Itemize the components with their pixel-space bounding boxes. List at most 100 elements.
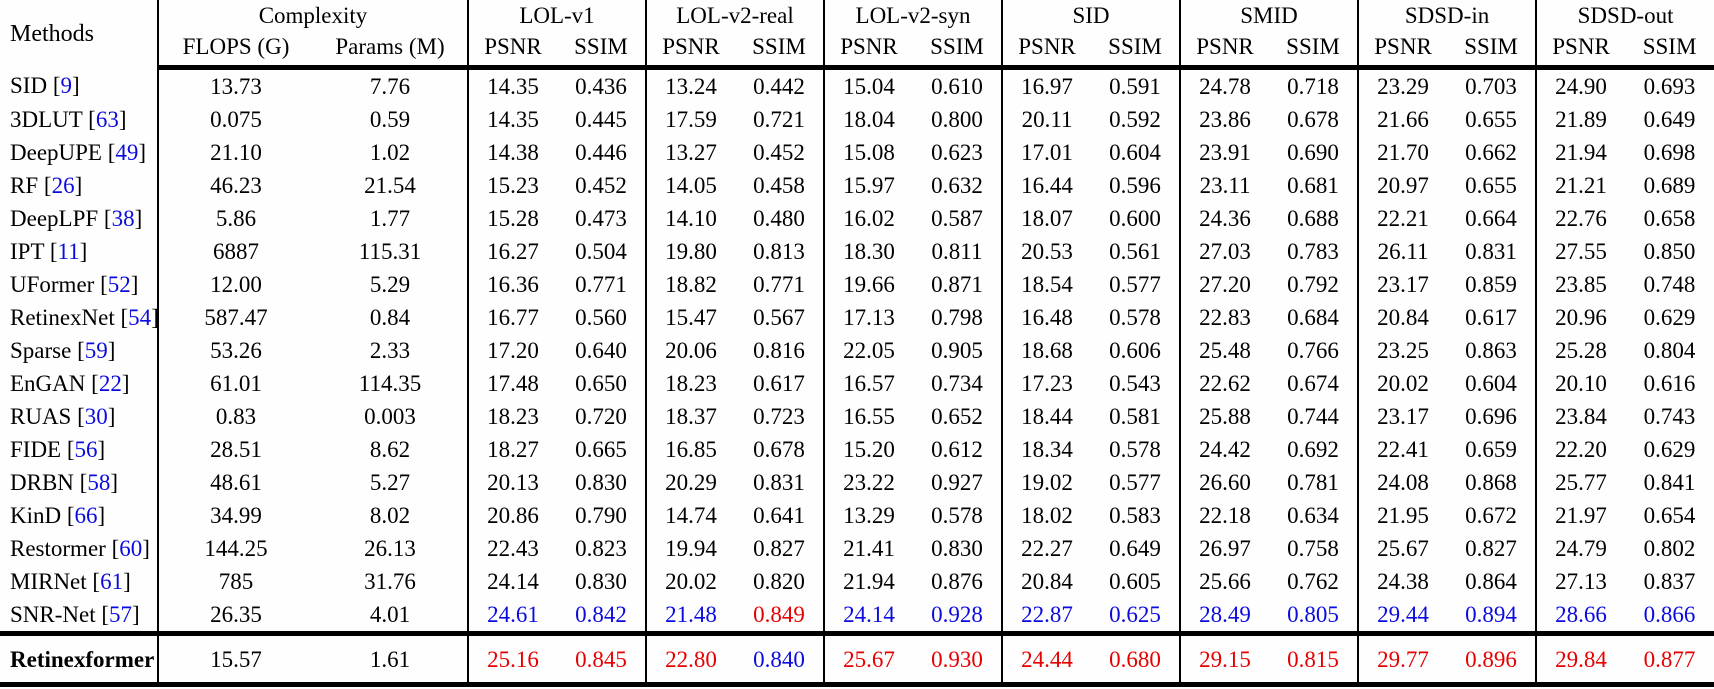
citation-bracket: [	[38, 173, 52, 198]
psnr-cell: 14.10	[645, 202, 735, 235]
citation-link[interactable]: 57	[109, 602, 133, 627]
psnr-cell: 18.02	[1001, 499, 1092, 532]
ssim-cell: 0.625	[1109, 602, 1161, 627]
col-header-psnr: PSNR	[823, 31, 913, 70]
method-name: RF	[10, 173, 39, 198]
table-row: DRBN [58] 48.61 5.27 20.13 0.830 20.29 0.831 23…	[0, 466, 1714, 499]
citation-link[interactable]: 52	[107, 272, 131, 297]
psnr-cell: 16.44	[1001, 169, 1092, 202]
citation-bracket: ]	[71, 72, 80, 98]
citation-link[interactable]: 30	[84, 404, 108, 429]
flops-cell: 6887	[157, 235, 313, 268]
flops-cell: 46.23	[157, 169, 313, 202]
method-cell: RUAS [30]	[0, 400, 158, 433]
psnr-cell: 27.13	[1535, 565, 1626, 598]
ssim-cell: 0.650	[575, 371, 627, 396]
ssim-cell: 0.665	[575, 437, 627, 462]
citation-bracket: ]	[74, 173, 83, 198]
psnr-cell: 20.97	[1357, 169, 1448, 202]
citation-bracket: ]	[118, 107, 127, 132]
citation-link[interactable]: 11	[57, 239, 80, 264]
ssim-cell: 0.612	[931, 437, 983, 462]
psnr-cell: 22.83	[1179, 301, 1270, 334]
citation-link[interactable]: 26	[51, 173, 75, 198]
psnr-cell: 24.79	[1535, 532, 1626, 565]
citation-bracket: [	[94, 272, 108, 297]
col-header-psnr: PSNR	[1535, 31, 1626, 70]
flops-cell: 12.00	[157, 268, 313, 301]
citation-link[interactable]: 9	[60, 72, 72, 98]
method-cell: DRBN [58]	[0, 466, 158, 499]
citation-link[interactable]: 38	[111, 206, 135, 231]
ssim-cell: 0.766	[1287, 338, 1339, 363]
ssim-cell: 0.802	[1643, 536, 1696, 561]
method-cell: IPT [11]	[0, 235, 158, 268]
method-name: Sparse	[10, 338, 72, 363]
ssim-cell: 0.698	[1643, 140, 1696, 165]
psnr-cell: 28.66	[1535, 598, 1626, 634]
citation-link[interactable]: 66	[74, 503, 98, 528]
ssim-cell: 0.629	[1643, 437, 1696, 462]
citation-link[interactable]: 49	[115, 140, 139, 165]
psnr-cell: 16.48	[1001, 301, 1092, 334]
psnr-cell: 20.84	[1357, 301, 1448, 334]
psnr-cell: 19.94	[645, 532, 735, 565]
psnr-cell: 15.20	[823, 433, 913, 466]
ssim-cell: 0.841	[1643, 470, 1696, 495]
psnr-cell: 19.02	[1001, 466, 1092, 499]
citation-link[interactable]: 58	[87, 470, 111, 495]
ssim-cell: 0.480	[753, 206, 805, 231]
ssim-cell: 0.578	[931, 503, 983, 528]
psnr-cell: 24.44	[1001, 631, 1092, 687]
psnr-cell: 22.27	[1001, 532, 1092, 565]
ssim-cell: 0.674	[1287, 371, 1339, 396]
citation-bracket: ]	[110, 470, 118, 495]
citation-link[interactable]: 60	[119, 536, 143, 561]
psnr-cell: 18.07	[1001, 202, 1092, 235]
ssim-cell: 0.578	[1109, 305, 1161, 330]
psnr-cell: 15.23	[467, 169, 557, 202]
flops-cell: 48.61	[157, 466, 313, 499]
citation-link[interactable]: 56	[74, 437, 98, 462]
psnr-cell: 23.11	[1179, 169, 1270, 202]
citation-bracket: [	[61, 437, 75, 462]
psnr-cell: 14.05	[645, 169, 735, 202]
citation-bracket: ]	[97, 503, 106, 528]
psnr-cell: 24.14	[467, 565, 557, 598]
psnr-cell: 15.47	[645, 301, 735, 334]
ssim-cell: 0.617	[753, 371, 805, 396]
psnr-cell: 14.35	[467, 67, 557, 103]
ssim-cell: 0.830	[931, 536, 983, 561]
params-cell: 1.02	[369, 140, 411, 165]
psnr-cell: 20.10	[1535, 367, 1626, 400]
method-name: UFormer	[10, 272, 95, 297]
ssim-cell: 0.688	[1287, 206, 1339, 231]
method-cell: DeepUPE [49]	[0, 136, 158, 169]
psnr-cell: 25.28	[1535, 334, 1626, 367]
flops-cell: 587.47	[157, 301, 313, 334]
citation-link[interactable]: 61	[100, 569, 124, 594]
citation-link[interactable]: 63	[95, 107, 119, 132]
psnr-cell: 17.48	[467, 367, 557, 400]
ssim-cell: 0.758	[1287, 536, 1339, 561]
flops-cell: 53.26	[157, 334, 313, 367]
table-row: FIDE [56] 28.51 8.62 18.27 0.665 16.85 0.678 15…	[0, 433, 1714, 466]
ssim-cell: 0.543	[1109, 371, 1161, 396]
method-name: RUAS	[10, 404, 72, 429]
citation-link[interactable]: 59	[84, 338, 108, 363]
ssim-cell: 0.596	[1109, 173, 1161, 198]
citation-bracket: [	[44, 239, 58, 264]
ssim-cell: 0.684	[1287, 305, 1339, 330]
psnr-cell: 22.87	[1001, 598, 1092, 634]
ssim-cell: 0.591	[1109, 74, 1161, 99]
psnr-cell: 23.91	[1179, 136, 1270, 169]
citation-link[interactable]: 54	[128, 305, 152, 330]
ssim-cell: 0.800	[931, 107, 983, 132]
method-name: IPT	[10, 239, 45, 264]
psnr-cell: 20.13	[467, 466, 557, 499]
psnr-cell: 21.94	[823, 565, 913, 598]
ssim-cell: 0.792	[1287, 272, 1339, 297]
params-cell: 7.76	[369, 74, 411, 99]
psnr-cell: 21.89	[1535, 103, 1626, 136]
citation-link[interactable]: 22	[98, 371, 122, 396]
